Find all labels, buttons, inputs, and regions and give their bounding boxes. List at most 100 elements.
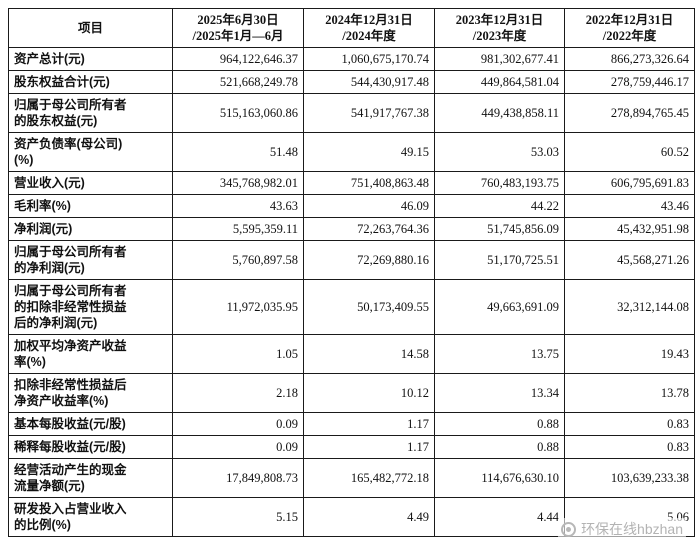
row-value: 5.15 <box>172 497 304 537</box>
row-value: 72,269,880.16 <box>303 240 435 280</box>
row-value: 0.88 <box>434 435 565 459</box>
row-value: 544,430,917.48 <box>303 70 435 94</box>
row-value: 964,122,646.37 <box>172 47 304 71</box>
row-label: 归属于母公司所有者 的扣除非经常性损益 后的净利润(元) <box>8 279 173 335</box>
table-row: 归属于母公司所有者 的净利润(元) 5,760,897.58 72,269,880.… <box>8 240 695 280</box>
row-value: 44.22 <box>434 194 565 218</box>
row-value: 19.43 <box>564 334 695 374</box>
row-value: 278,894,765.45 <box>564 93 695 133</box>
row-value: 14.58 <box>303 334 435 374</box>
table-row: 资产负债率(母公司) (%) 51.48 49.15 53.03 60.52 <box>8 132 695 172</box>
row-value: 0.83 <box>564 412 695 436</box>
row-value: 0.09 <box>172 435 304 459</box>
row-value: 1.17 <box>303 435 435 459</box>
row-label: 扣除非经常性损益后 净资产收益率(%) <box>8 373 173 413</box>
table-row: 归属于母公司所有者 的扣除非经常性损益 后的净利润(元) 11,972,035.9… <box>8 279 695 335</box>
watermark: 环保在线hbzhan <box>558 518 686 537</box>
row-label: 研发投入占营业收入 的比例(%) <box>8 497 173 537</box>
row-value: 541,917,767.38 <box>303 93 435 133</box>
table-row: 扣除非经常性损益后 净资产收益率(%) 2.18 10.12 13.34 13.78 <box>8 373 695 413</box>
row-value: 606,795,691.83 <box>564 171 695 195</box>
row-value: 0.83 <box>564 435 695 459</box>
financial-table-page: 项目 2025年6月30日 /2025年1月—6月 2024年12月31日 /2… <box>0 8 700 537</box>
row-value: 49.15 <box>303 132 435 172</box>
table-row: 资产总计(元) 964,122,646.37 1,060,675,170.74 981… <box>8 47 695 71</box>
row-value: 43.46 <box>564 194 695 218</box>
header-period-2022: 2022年12月31日 /2022年度 <box>564 8 695 48</box>
header-item-column: 项目 <box>8 8 173 48</box>
row-value: 53.03 <box>434 132 565 172</box>
row-value: 345,768,982.01 <box>172 171 304 195</box>
row-value: 1.05 <box>172 334 304 374</box>
row-label: 归属于母公司所有者 的净利润(元) <box>8 240 173 280</box>
row-value: 49,663,691.09 <box>434 279 565 335</box>
header-period-2023: 2023年12月31日 /2023年度 <box>434 8 565 48</box>
row-value: 51,170,725.51 <box>434 240 565 280</box>
row-value: 13.78 <box>564 373 695 413</box>
row-value: 13.75 <box>434 334 565 374</box>
row-value: 114,676,630.10 <box>434 458 565 498</box>
row-label: 净利润(元) <box>8 217 173 241</box>
row-value: 751,408,863.48 <box>303 171 435 195</box>
row-value: 103,639,233.38 <box>564 458 695 498</box>
row-value: 13.34 <box>434 373 565 413</box>
table-row: 归属于母公司所有者 的股东权益(元) 515,163,060.86 541,917,… <box>8 93 695 133</box>
row-label: 资产总计(元) <box>8 47 173 71</box>
row-label: 加权平均净资产收益 率(%) <box>8 334 173 374</box>
row-value: 0.09 <box>172 412 304 436</box>
financial-indicators-table: 项目 2025年6月30日 /2025年1月—6月 2024年12月31日 /2… <box>8 8 695 537</box>
row-value: 10.12 <box>303 373 435 413</box>
row-value: 46.09 <box>303 194 435 218</box>
row-label: 毛利率(%) <box>8 194 173 218</box>
table-row: 股东权益合计(元) 521,668,249.78 544,430,917.48 449… <box>8 70 695 94</box>
row-value: 43.63 <box>172 194 304 218</box>
row-value: 5,595,359.11 <box>172 217 304 241</box>
row-value: 51.48 <box>172 132 304 172</box>
row-value: 11,972,035.95 <box>172 279 304 335</box>
row-value: 449,438,858.11 <box>434 93 565 133</box>
table-body: 资产总计(元) 964,122,646.37 1,060,675,170.74 981… <box>8 47 695 537</box>
row-value: 45,568,271.26 <box>564 240 695 280</box>
row-label: 稀释每股收益(元/股) <box>8 435 173 459</box>
row-label: 归属于母公司所有者 的股东权益(元) <box>8 93 173 133</box>
row-value: 449,864,581.04 <box>434 70 565 94</box>
row-value: 72,263,764.36 <box>303 217 435 241</box>
table-row: 稀释每股收益(元/股) 0.09 1.17 0.88 0.83 <box>8 435 695 459</box>
row-value: 165,482,772.18 <box>303 458 435 498</box>
row-label: 资产负债率(母公司) (%) <box>8 132 173 172</box>
row-value: 4.49 <box>303 497 435 537</box>
table-row: 毛利率(%) 43.63 46.09 44.22 43.46 <box>8 194 695 218</box>
table-row: 净利润(元) 5,595,359.11 72,263,764.36 51,745,85… <box>8 217 695 241</box>
row-value: 521,668,249.78 <box>172 70 304 94</box>
table-header-row: 项目 2025年6月30日 /2025年1月—6月 2024年12月31日 /2… <box>8 8 695 48</box>
row-label: 营业收入(元) <box>8 171 173 195</box>
watermark-text: 环保在线hbzhan <box>581 521 683 537</box>
row-value: 2.18 <box>172 373 304 413</box>
row-value: 32,312,144.08 <box>564 279 695 335</box>
watermark-logo-icon <box>561 521 577 537</box>
row-value: 0.88 <box>434 412 565 436</box>
header-period-2025: 2025年6月30日 /2025年1月—6月 <box>172 8 304 48</box>
table-row: 基本每股收益(元/股) 0.09 1.17 0.88 0.83 <box>8 412 695 436</box>
row-value: 278,759,446.17 <box>564 70 695 94</box>
row-value: 5,760,897.58 <box>172 240 304 280</box>
row-value: 50,173,409.55 <box>303 279 435 335</box>
row-label: 经营活动产生的现金 流量净额(元) <box>8 458 173 498</box>
table-row: 经营活动产生的现金 流量净额(元) 17,849,808.73 165,482,77… <box>8 458 695 498</box>
row-value: 51,745,856.09 <box>434 217 565 241</box>
row-label: 股东权益合计(元) <box>8 70 173 94</box>
row-value: 1.17 <box>303 412 435 436</box>
row-value: 60.52 <box>564 132 695 172</box>
row-value: 760,483,193.75 <box>434 171 565 195</box>
row-value: 45,432,951.98 <box>564 217 695 241</box>
row-value: 515,163,060.86 <box>172 93 304 133</box>
row-value: 1,060,675,170.74 <box>303 47 435 71</box>
row-value: 866,273,326.64 <box>564 47 695 71</box>
row-value: 981,302,677.41 <box>434 47 565 71</box>
row-value: 17,849,808.73 <box>172 458 304 498</box>
header-period-2024: 2024年12月31日 /2024年度 <box>303 8 435 48</box>
row-value: 4.44 <box>434 497 565 537</box>
table-row: 营业收入(元) 345,768,982.01 751,408,863.48 760,4… <box>8 171 695 195</box>
row-label: 基本每股收益(元/股) <box>8 412 173 436</box>
table-row: 加权平均净资产收益 率(%) 1.05 14.58 13.75 19.43 <box>8 334 695 374</box>
